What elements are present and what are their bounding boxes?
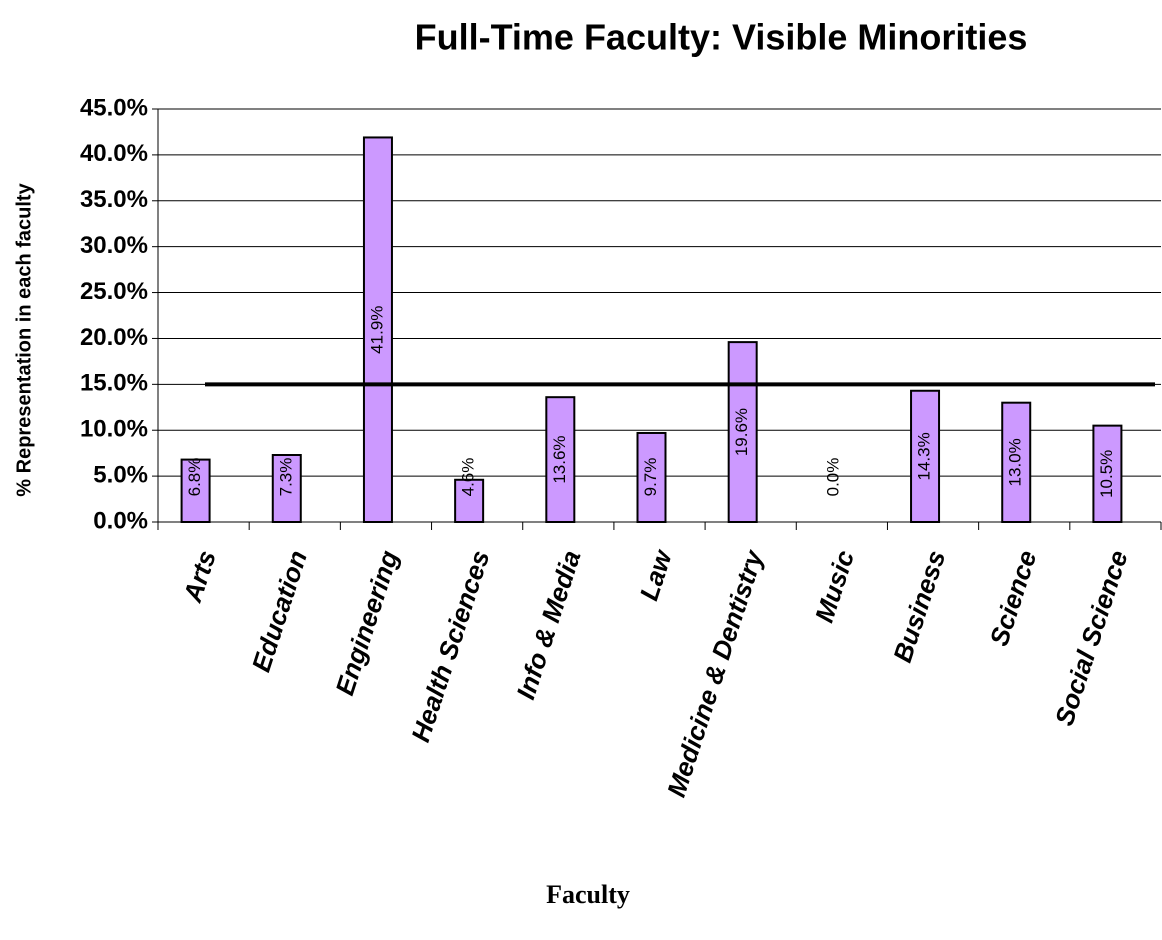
y-axis-title: % Representation in each faculty [13, 182, 35, 496]
y-tick-label: 25.0% [80, 278, 148, 305]
y-tick-label: 40.0% [80, 140, 148, 167]
y-tick-label: 30.0% [80, 232, 148, 259]
bar [636, 431, 667, 523]
x-tick-label: Music [809, 546, 860, 626]
value-label: 7.3% [276, 458, 295, 497]
bar [271, 454, 302, 524]
value-label: 14.3% [915, 432, 934, 480]
x-tick-label: Info & Media [510, 547, 586, 703]
x-axis-title: Faculty [546, 880, 630, 909]
value-label: 41.9% [367, 306, 386, 354]
y-tick-label: 20.0% [80, 324, 148, 351]
y-tick-label: 15.0% [80, 370, 148, 397]
value-label: 13.0% [1006, 438, 1025, 486]
y-tick-label: 45.0% [80, 94, 148, 121]
value-label: 9.7% [641, 458, 660, 497]
chart-title: Full-Time Faculty: Visible Minorities [415, 17, 1028, 58]
x-tick-label: Social Science [1049, 547, 1134, 729]
bar [362, 136, 393, 523]
x-tick-label: Health Sciences [405, 547, 495, 746]
bar [727, 341, 758, 524]
x-tick-label: Law [634, 545, 679, 604]
bar [1001, 401, 1032, 524]
bar [1092, 424, 1123, 523]
x-tick-label: Engineering [329, 547, 404, 699]
bar [454, 478, 485, 524]
value-label: 0.0% [823, 458, 842, 497]
bar [180, 458, 211, 524]
y-tick-label: 35.0% [80, 186, 148, 213]
y-tick-label: 5.0% [93, 461, 148, 488]
bar [545, 396, 576, 523]
value-label: 6.8% [185, 458, 204, 497]
value-label: 13.6% [550, 435, 569, 483]
value-label: 4.6% [459, 458, 478, 497]
x-tick-label: Business [887, 547, 951, 666]
value-label: 19.6% [732, 408, 751, 456]
x-tick-label: Education [246, 547, 313, 676]
value-label: 10.5% [1097, 450, 1116, 498]
y-tick-label: 0.0% [93, 507, 148, 534]
x-tick-label: Arts [177, 547, 222, 607]
x-tick-label: Medicine & Dentistry [661, 545, 769, 800]
x-tick-label: Science [984, 547, 1043, 650]
y-tick-label: 10.0% [80, 416, 148, 443]
bar [910, 389, 941, 523]
